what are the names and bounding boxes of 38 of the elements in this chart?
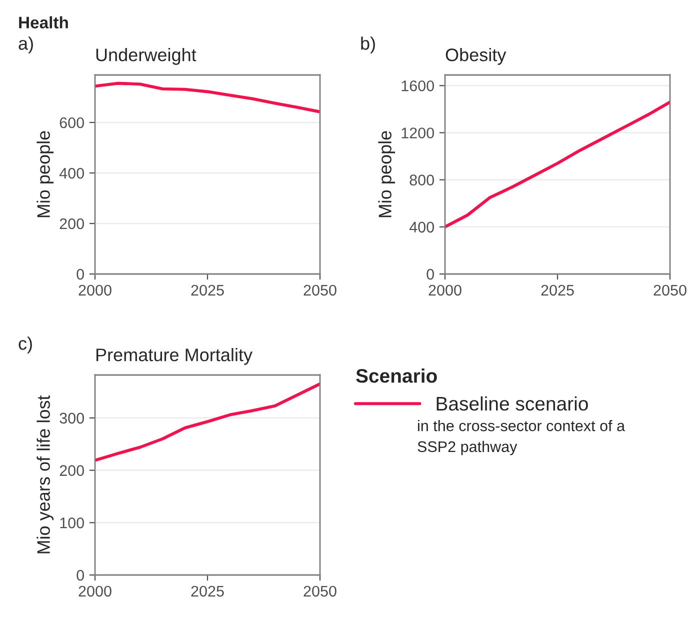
x-tick-label: 2025 [191, 284, 224, 296]
x-tick-label: 2000 [78, 284, 112, 296]
legend-label: Baseline scenario [436, 396, 588, 411]
text: Health [19, 16, 68, 28]
chart-title: Obesity [446, 48, 506, 65]
y-tick-label: 0 [76, 570, 84, 581]
y-tick-label: 200 [60, 218, 84, 230]
y-axis-title: Mio people [378, 131, 396, 218]
y-tick-label: 1200 [402, 128, 434, 138]
x-tick-label: 2000 [78, 586, 112, 597]
y-tick-label: 400 [409, 222, 434, 233]
line-series [95, 82, 320, 114]
x-tick-label: 2050 [654, 284, 686, 296]
y-tick-label: 400 [59, 168, 84, 179]
line-series [95, 382, 320, 462]
x-tick-label: 2050 [304, 586, 336, 597]
chart-title: Underweight [96, 48, 196, 65]
text: c) [18, 336, 32, 354]
y-tick-label: 300 [60, 412, 84, 424]
y-tick-label: 200 [60, 465, 84, 476]
y-tick-label: 800 [410, 174, 434, 186]
y-tick-label: 0 [426, 268, 434, 280]
text: a) [18, 36, 33, 54]
text: b) [361, 36, 375, 54]
x-tick-label: 2000 [428, 284, 462, 296]
x-tick-label: 2050 [304, 284, 336, 296]
x-tick-label: 2025 [191, 586, 224, 597]
chart-title: Premature Mortality [96, 348, 252, 365]
y-tick-label: 100 [60, 518, 84, 528]
y-tick-label: 1600 [402, 80, 434, 92]
legend-title: Scenario [356, 368, 437, 383]
y-axis-title: Mio people [36, 131, 54, 218]
y-axis-title: Mio years of life lost [36, 395, 54, 554]
y-tick-label: 0 [76, 268, 84, 280]
line-series [445, 100, 670, 228]
text: in the cross-sector context of a SSP2 pathway [418, 420, 626, 456]
y-tick-label: 600 [60, 117, 84, 128]
x-tick-label: 2025 [541, 284, 574, 296]
